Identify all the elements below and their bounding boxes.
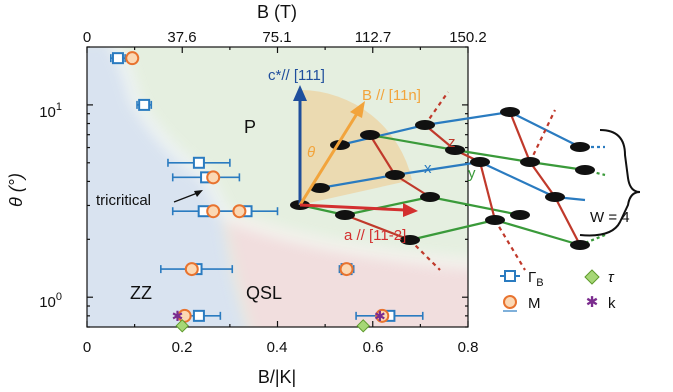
bond-x-label: x	[424, 160, 432, 177]
x-tick-label: 0.8	[458, 339, 479, 356]
tricritical-arrow	[173, 190, 203, 203]
x-tick-label: 0.6	[363, 339, 384, 356]
region-label-qsl: QSL	[246, 283, 282, 303]
top-tick-labels: 0 37.6 75.1 112.7 150.2	[83, 29, 487, 46]
data-point-m	[206, 204, 221, 219]
data-point-gamma	[171, 171, 241, 184]
theta-label: θ	[307, 144, 315, 161]
bottom-tick-labels: 0 0.2 0.4 0.6 0.8	[83, 339, 479, 356]
data-point-m	[206, 170, 221, 185]
x-tick-label: 0	[83, 339, 91, 356]
top-tick-label: 112.7	[355, 29, 391, 46]
region-zz-shade	[87, 47, 249, 327]
svg-text:✱: ✱	[172, 309, 184, 325]
data-point-gamma	[167, 156, 231, 169]
a-axis-arrow	[299, 203, 418, 217]
b-axis-label: B // [11n]	[362, 87, 421, 104]
data-point-tau	[175, 319, 189, 333]
lattice-sites	[290, 107, 595, 250]
y-tick-label-1: 100	[39, 291, 62, 311]
data-point-gamma	[355, 309, 424, 322]
lattice-inset: c*// [111] B // [11n] a // [11-2] θ x y …	[268, 67, 641, 271]
data-point-gamma	[176, 309, 222, 322]
data-point-m	[125, 51, 140, 66]
width-label: W = 4	[590, 209, 630, 226]
data-point-m	[184, 262, 199, 277]
legend: ΓB M τ ✱ k	[500, 269, 616, 312]
region-label-p: P	[244, 117, 256, 137]
svg-text:✱: ✱	[374, 309, 386, 325]
data-point-m	[232, 204, 247, 219]
legend-label-tau: τ	[608, 269, 615, 286]
bond-z-label: z	[448, 134, 456, 151]
x-tick-label: 0.4	[267, 339, 288, 356]
region-label-zz: ZZ	[130, 283, 152, 303]
top-tick-label: 150.2	[449, 29, 487, 46]
legend-label-m: M	[528, 295, 541, 312]
y-axis-title: θ (°)	[6, 173, 26, 207]
x-axis-title: B/|K|	[258, 367, 296, 387]
b-field-arrow	[298, 101, 365, 206]
top-tick-label: 75.1	[262, 29, 291, 46]
c-axis-arrow	[293, 85, 307, 205]
data-point-m	[375, 308, 390, 323]
y-tick-labels: 100 101	[39, 101, 62, 311]
svg-text:✱: ✱	[586, 293, 599, 311]
top-axis-title: B (T)	[257, 2, 297, 22]
data-point-tau	[356, 319, 370, 333]
a-axis-label: a // [11-2]	[344, 227, 406, 244]
data-point-gamma	[136, 98, 153, 111]
legend-entry-tau: τ	[584, 269, 615, 286]
top-tick-label: 37.6	[167, 29, 196, 46]
legend-entry-gamma: ΓB	[500, 269, 544, 289]
c-axis-label: c*// [111]	[268, 67, 325, 84]
legend-entry-k: ✱ k	[586, 293, 616, 312]
top-tick-label: 0	[83, 29, 91, 46]
data-point-gamma	[110, 52, 126, 65]
legend-label-gamma: ΓB	[528, 269, 544, 289]
legend-label-k: k	[608, 295, 616, 312]
bond-y-label: y	[468, 165, 476, 182]
tricritical-annotation: tricritical	[96, 192, 151, 209]
data-point-m	[339, 262, 354, 277]
width-brace	[579, 129, 641, 237]
data-point-k: ✱	[374, 309, 386, 325]
legend-entry-m: M	[503, 295, 541, 312]
y-tick-label-10: 101	[39, 101, 62, 121]
data-marks: ✱ ✱	[110, 51, 424, 333]
x-tick-label: 0.2	[172, 339, 193, 356]
data-point-k: ✱	[172, 309, 184, 325]
